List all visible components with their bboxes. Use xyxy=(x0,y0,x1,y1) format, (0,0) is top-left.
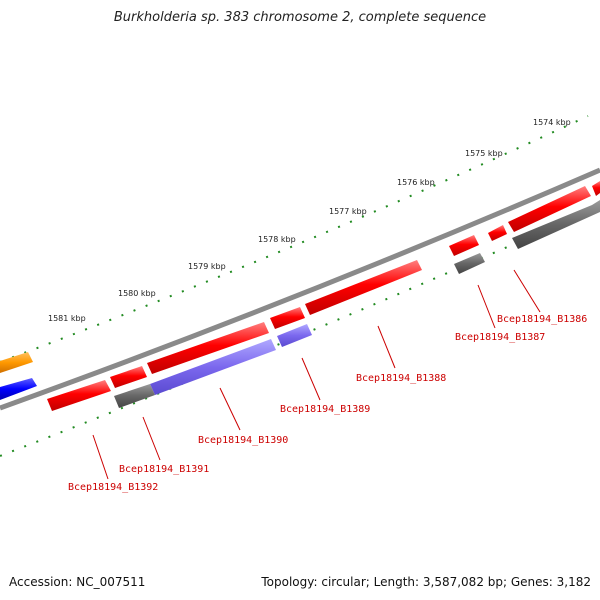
gene-arrow xyxy=(147,322,269,374)
gene-arrow xyxy=(47,380,111,411)
scale-label: 1574 kbp xyxy=(533,118,571,127)
gene-label: Bcep18194_B1390 xyxy=(198,435,288,446)
gene-label: Bcep18194_B1392 xyxy=(68,482,158,493)
gene-arrow xyxy=(0,378,37,400)
gene-arrow xyxy=(110,366,147,388)
scale-label: 1581 kbp xyxy=(48,314,86,323)
scale-label: 1576 kbp xyxy=(397,178,435,187)
gene-arrow xyxy=(449,235,479,256)
scale-labels: 1574 kbp 1575 kbp 1576 kbp 1577 kbp 1578… xyxy=(48,118,571,323)
gene-arrow xyxy=(454,253,485,274)
gene-label: Bcep18194_B1386 xyxy=(497,314,587,325)
accession-text: Accession: NC_007511 xyxy=(9,575,146,589)
gene-arrow xyxy=(150,339,276,395)
scale-label: 1580 kbp xyxy=(118,289,156,298)
scale-label: 1578 kbp xyxy=(258,235,296,244)
scale-label: 1579 kbp xyxy=(188,262,226,271)
forward-strand-genes xyxy=(47,181,600,411)
gene-arrow xyxy=(277,324,312,347)
topology-text: Topology: circular; Length: 3,587,082 bp… xyxy=(261,575,591,589)
gene-arrow xyxy=(114,384,155,408)
gene-arrow xyxy=(305,260,422,315)
gene-label: Bcep18194_B1388 xyxy=(356,373,446,384)
gene-label: Bcep18194_B1391 xyxy=(119,464,209,475)
gene-label: Bcep18194_B1389 xyxy=(280,404,370,415)
gene-arrow xyxy=(488,225,507,241)
gene-arrow xyxy=(508,186,591,232)
scale-label: 1577 kbp xyxy=(329,207,367,216)
scale-label: 1575 kbp xyxy=(465,149,503,158)
map-title: Burkholderia sp. 383 chromosome 2, compl… xyxy=(113,10,487,25)
outer-scale-track xyxy=(0,115,589,363)
gene-arrow xyxy=(592,181,600,196)
gene-arrow xyxy=(512,200,600,249)
chromosome-backbone xyxy=(0,167,600,411)
gene-leader-lines xyxy=(92,269,541,480)
gene-arrow xyxy=(0,352,33,373)
reverse-strand-genes xyxy=(0,200,600,408)
gene-labels: Bcep18194_B1386 Bcep18194_B1387 Bcep1819… xyxy=(68,314,587,493)
gene-arrow xyxy=(270,307,305,329)
gene-label: Bcep18194_B1387 xyxy=(455,332,545,343)
